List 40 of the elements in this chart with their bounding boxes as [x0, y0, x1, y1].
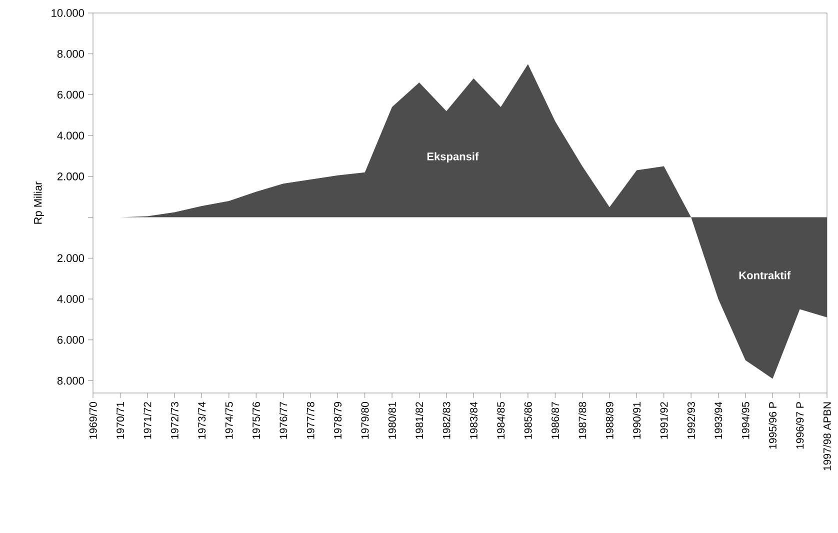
x-tick-label: 1980/81 [388, 402, 396, 439]
x-tick-label: 1996/97 P [796, 402, 804, 449]
x-tick-label: 1969/70 [89, 402, 97, 439]
y-tick-label: 8.000 [57, 376, 84, 385]
x-tick-label: 1977/78 [306, 402, 314, 439]
x-tick-label: 1974/75 [225, 402, 233, 439]
x-tick-label: 1988/89 [606, 402, 614, 439]
y-tick-label: 6.000 [58, 90, 84, 99]
x-tick-label: 1993/94 [714, 402, 722, 439]
x-tick-label: 1973/74 [198, 402, 206, 439]
x-tick-label: 1995/96 P [768, 402, 776, 449]
x-tick-label: 1994/95 [742, 402, 750, 439]
x-tick-label: 1990/91 [632, 402, 641, 439]
x-tick-label: 1976/77 [279, 402, 288, 439]
y-tick-label: 8.000 [57, 50, 84, 58]
y-tick-label: 10.000 [52, 9, 84, 17]
x-tick-label: 1972/73 [170, 402, 178, 439]
x-tick-label: 1983/84 [470, 402, 478, 439]
x-tick-label: 1981/82 [415, 402, 424, 439]
x-tick-label: 1971/72 [144, 402, 152, 439]
y-tick-label: 2.000 [57, 254, 84, 262]
x-tick-label: 1970/71 [116, 402, 124, 439]
annotation: Kontraktif [739, 271, 791, 280]
y-tick-label: 6.000 [58, 336, 84, 344]
x-tick-label: 1984/85 [496, 402, 505, 439]
annotation: Ekspansif [427, 152, 479, 163]
x-tick-label: 1979/80 [361, 402, 369, 439]
y-tick-label: 4.000 [57, 295, 84, 303]
x-tick-label: 1992/93 [687, 402, 695, 439]
x-tick-label: 1986/87 [551, 402, 560, 439]
x-tick-label: 1991/92 [660, 402, 668, 439]
x-tick-label: 1987/88 [578, 402, 586, 439]
x-tick-label: 1975/76 [252, 402, 260, 439]
x-tick-label: 1997/98 APBN [823, 402, 831, 470]
y-tick-label: 4.000 [57, 132, 84, 140]
x-tick-label: 1978/79 [334, 402, 342, 439]
x-tick-label: 1985/86 [524, 402, 532, 439]
y-axis-title: Rp Miliar [34, 182, 44, 224]
x-tick-label: 1982/83 [442, 402, 450, 439]
y-tick-label: 2.000 [57, 172, 84, 180]
